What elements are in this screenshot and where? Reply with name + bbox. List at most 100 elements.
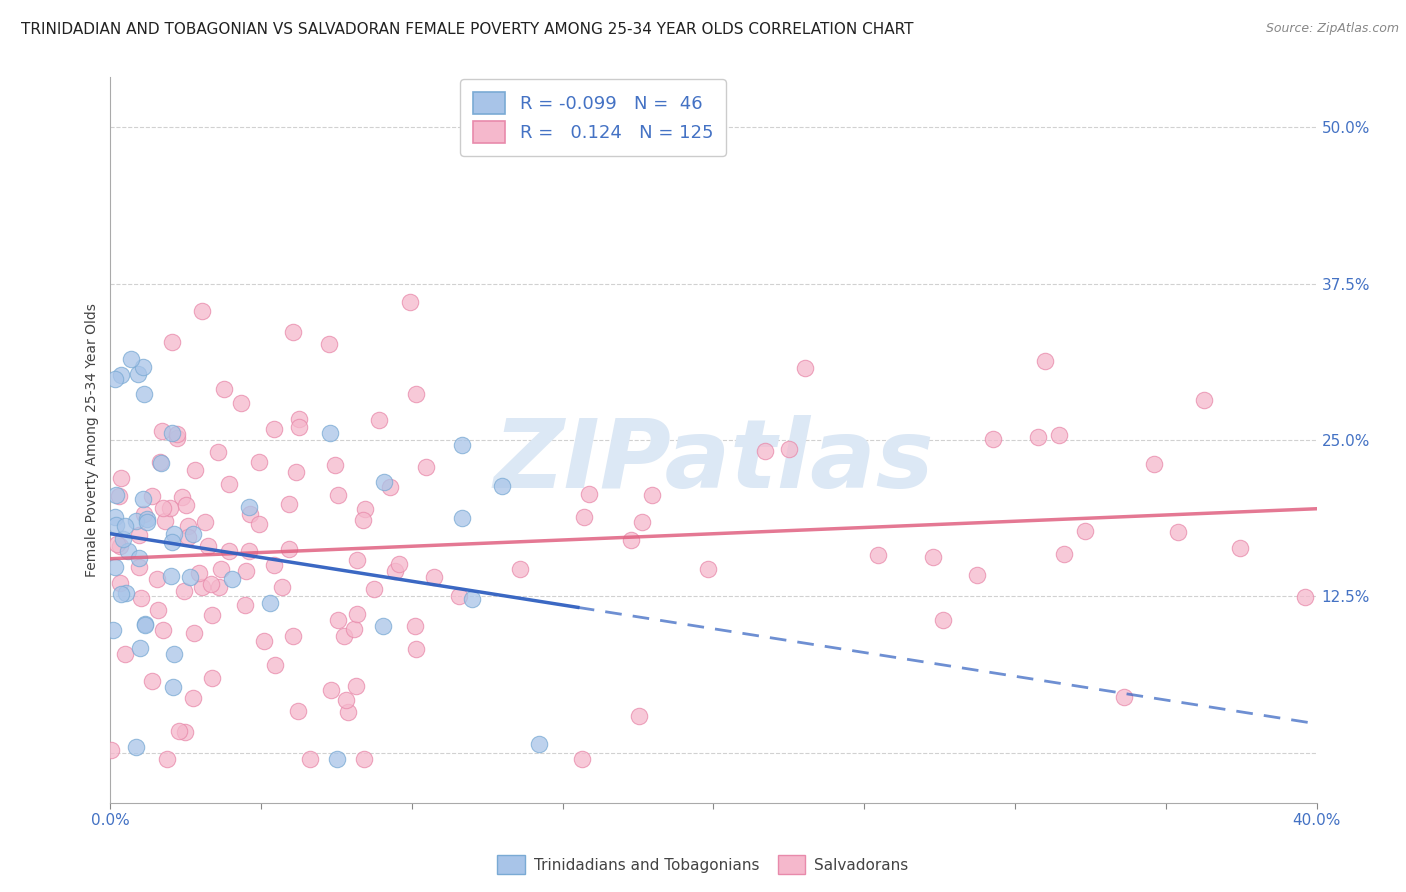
Point <box>450 510 472 524</box>
Point <box>132 387 155 401</box>
Point <box>184 463 207 477</box>
Point <box>173 584 195 599</box>
Point <box>344 679 367 693</box>
Point <box>221 572 243 586</box>
Point <box>238 544 260 558</box>
Point <box>163 647 186 661</box>
Point <box>201 671 224 685</box>
Point <box>247 455 270 469</box>
Point <box>405 387 427 401</box>
Point <box>1143 457 1166 471</box>
Point <box>326 613 349 627</box>
Point <box>352 513 374 527</box>
Point <box>149 456 172 470</box>
Point <box>177 530 200 544</box>
Point <box>527 737 550 751</box>
Point <box>1294 590 1316 604</box>
Point <box>231 396 253 410</box>
Point <box>211 561 233 575</box>
Point <box>181 691 204 706</box>
Point <box>1033 354 1056 368</box>
Point <box>321 682 343 697</box>
Point <box>1114 690 1136 704</box>
Point <box>141 489 163 503</box>
Point <box>1229 541 1251 555</box>
Point <box>754 444 776 458</box>
Legend: R = -0.099   N =  46, R =   0.124   N = 125: R = -0.099 N = 46, R = 0.124 N = 125 <box>460 79 725 156</box>
Point <box>373 475 395 490</box>
Point <box>110 586 132 600</box>
Point <box>162 535 184 549</box>
Point <box>128 528 150 542</box>
Point <box>110 368 132 382</box>
Point <box>105 537 128 551</box>
Point <box>326 752 349 766</box>
Point <box>423 570 446 584</box>
Point <box>367 413 389 427</box>
Point <box>319 426 342 441</box>
Point <box>207 444 229 458</box>
Point <box>353 752 375 766</box>
Point <box>578 487 600 501</box>
Point <box>148 455 170 469</box>
Point <box>100 743 122 757</box>
Point <box>318 337 340 351</box>
Point <box>132 359 155 374</box>
Point <box>921 549 943 564</box>
Point <box>125 514 148 528</box>
Point <box>288 420 311 434</box>
Point <box>1167 524 1189 539</box>
Point <box>105 488 128 502</box>
Point <box>981 433 1004 447</box>
Point <box>179 570 201 584</box>
Point <box>191 304 214 318</box>
Point <box>136 512 159 526</box>
Point <box>152 501 174 516</box>
Point <box>263 422 285 436</box>
Point <box>571 752 593 766</box>
Point <box>145 572 167 586</box>
Point <box>108 575 131 590</box>
Point <box>114 647 136 661</box>
Point <box>112 532 135 546</box>
Point <box>627 709 650 723</box>
Point <box>159 568 181 582</box>
Point <box>239 508 262 522</box>
Point <box>104 510 127 524</box>
Point <box>640 488 662 502</box>
Point <box>163 526 186 541</box>
Point <box>259 596 281 610</box>
Point <box>323 458 346 472</box>
Point <box>778 442 800 456</box>
Text: TRINIDADIAN AND TOBAGONIAN VS SALVADORAN FEMALE POVERTY AMONG 25-34 YEAR OLDS CO: TRINIDADIAN AND TOBAGONIAN VS SALVADORAN… <box>21 22 914 37</box>
Point <box>132 491 155 506</box>
Point <box>299 752 322 766</box>
Point <box>387 557 409 571</box>
Point <box>177 519 200 533</box>
Point <box>159 501 181 516</box>
Point <box>380 480 402 494</box>
Point <box>335 693 357 707</box>
Text: ZIPatlas: ZIPatlas <box>494 416 934 508</box>
Point <box>966 568 988 582</box>
Point <box>197 539 219 553</box>
Point <box>110 471 132 485</box>
Point <box>134 617 156 632</box>
Point <box>183 625 205 640</box>
Point <box>108 539 131 553</box>
Point <box>270 580 292 594</box>
Point <box>132 508 155 522</box>
Point <box>363 582 385 596</box>
Point <box>107 490 129 504</box>
Point <box>128 550 150 565</box>
Point <box>101 624 124 638</box>
Point <box>155 752 177 766</box>
Point <box>932 613 955 627</box>
Point <box>1026 429 1049 443</box>
Point <box>162 425 184 440</box>
Point <box>174 725 197 739</box>
Text: Source: ZipAtlas.com: Source: ZipAtlas.com <box>1265 22 1399 36</box>
Point <box>253 633 276 648</box>
Point <box>696 562 718 576</box>
Point <box>337 706 360 720</box>
